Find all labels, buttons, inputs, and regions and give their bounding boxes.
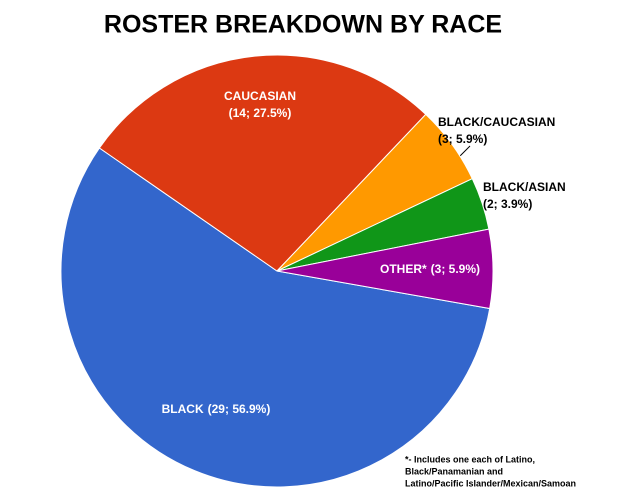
slice-label: BLACK/CAUCASIAN (3; 5.9%) bbox=[438, 115, 555, 146]
slice-label: CAUCASIAN (14; 27.5%) bbox=[224, 89, 296, 120]
value-label: (3; 5.9%) bbox=[438, 132, 487, 146]
value-label: (14; 27.5%) bbox=[229, 106, 292, 120]
footnote: *- Includes one each of Latino, bbox=[405, 454, 535, 464]
footnote: Latino/Pacific Islander/Mexican/Samoan bbox=[405, 478, 576, 488]
pie-slice bbox=[60, 147, 491, 488]
value-label: (2; 3.9%) bbox=[483, 197, 532, 211]
slice-label: BLACK (29; 56.9%) bbox=[162, 402, 271, 416]
category-label: BLACK/CAUCASIAN bbox=[438, 115, 555, 129]
value-label: (3; 5.9%) bbox=[431, 262, 480, 276]
slice-label: BLACK/ASIAN (2; 3.9%) bbox=[483, 180, 566, 211]
category-label: BLACK/ASIAN bbox=[483, 180, 566, 194]
slices bbox=[60, 54, 494, 488]
footnote: Black/Panamanian and bbox=[405, 466, 503, 476]
slice-label: OTHER* (3; 5.9%) bbox=[380, 262, 480, 276]
category-label: BLACK bbox=[162, 402, 204, 416]
value-label: (29; 56.9%) bbox=[208, 402, 271, 416]
chart-title: ROSTER BREAKDOWN BY RACE bbox=[104, 11, 502, 39]
pie-slice bbox=[98, 54, 427, 272]
category-label: CAUCASIAN bbox=[224, 89, 296, 103]
category-label: OTHER* bbox=[380, 262, 427, 276]
pie-slice bbox=[276, 228, 494, 310]
